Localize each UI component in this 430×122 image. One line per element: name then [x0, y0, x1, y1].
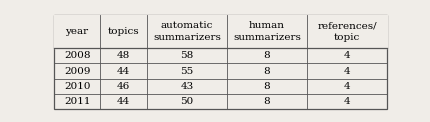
- Text: 55: 55: [181, 66, 194, 76]
- Text: 4: 4: [344, 81, 350, 91]
- Text: topics: topics: [108, 27, 140, 36]
- Text: references/
topic: references/ topic: [317, 21, 377, 42]
- Text: 58: 58: [181, 51, 194, 61]
- Text: 8: 8: [264, 81, 270, 91]
- Text: 8: 8: [264, 66, 270, 76]
- Text: 2009: 2009: [64, 66, 90, 76]
- Text: 44: 44: [117, 97, 130, 106]
- Text: 43: 43: [181, 81, 194, 91]
- Text: 8: 8: [264, 97, 270, 106]
- Text: 8: 8: [264, 51, 270, 61]
- Text: 48: 48: [117, 51, 130, 61]
- Text: automatic
summarizers: automatic summarizers: [153, 21, 221, 42]
- Text: human
summarizers: human summarizers: [233, 21, 301, 42]
- Text: 50: 50: [181, 97, 194, 106]
- Text: 4: 4: [344, 66, 350, 76]
- Text: year: year: [65, 27, 89, 36]
- Text: 2010: 2010: [64, 81, 90, 91]
- Text: 46: 46: [117, 81, 130, 91]
- Text: 4: 4: [344, 97, 350, 106]
- Text: 44: 44: [117, 66, 130, 76]
- Text: 2011: 2011: [64, 97, 90, 106]
- Text: 4: 4: [344, 51, 350, 61]
- Text: 2008: 2008: [64, 51, 90, 61]
